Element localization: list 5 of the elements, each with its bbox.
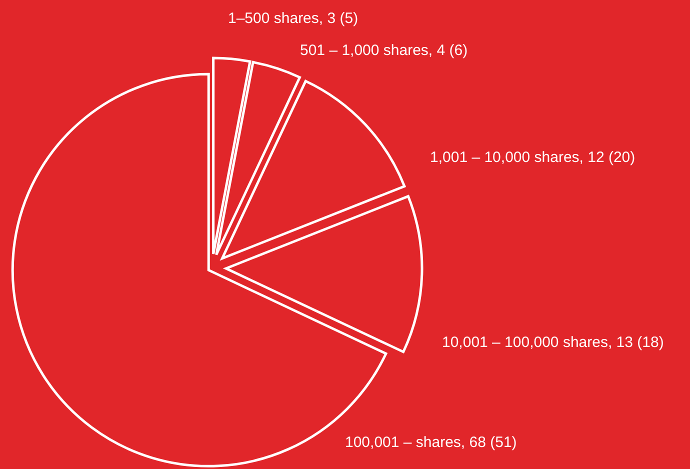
slice-label: 501 – 1,000 shares, 4 (6) (300, 42, 468, 59)
slice-label: 1–500 shares, 3 (5) (228, 10, 358, 27)
slice-label: 10,001 – 100,000 shares, 13 (18) (442, 334, 664, 351)
slice-label: 100,001 – shares, 68 (51) (345, 434, 517, 451)
slice-label: 1,001 – 10,000 shares, 12 (20) (430, 149, 636, 166)
